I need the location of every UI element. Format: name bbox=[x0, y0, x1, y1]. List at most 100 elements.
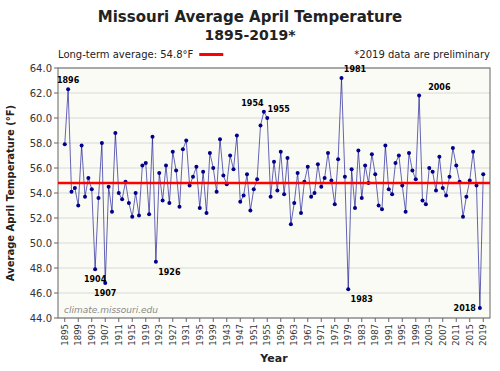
x-tick bbox=[375, 318, 376, 322]
data-point bbox=[259, 124, 263, 128]
x-tick bbox=[105, 318, 106, 322]
x-tick bbox=[483, 318, 484, 322]
data-point bbox=[346, 287, 350, 291]
x-tick bbox=[348, 318, 349, 322]
x-tick bbox=[118, 318, 119, 322]
annotation: 1955 bbox=[268, 105, 291, 114]
data-point bbox=[296, 171, 300, 175]
x-tick bbox=[145, 318, 146, 322]
x-tick-label: 1991 bbox=[384, 324, 394, 346]
data-point bbox=[238, 200, 242, 204]
data-point bbox=[286, 156, 290, 160]
y-tick-label: 46.0 bbox=[30, 288, 52, 299]
x-tick bbox=[199, 318, 200, 322]
data-point bbox=[218, 137, 222, 141]
data-point bbox=[289, 222, 293, 226]
annotation: 1907 bbox=[94, 289, 116, 298]
data-point bbox=[73, 186, 77, 190]
x-tick bbox=[334, 318, 335, 322]
data-point bbox=[174, 169, 178, 173]
data-point bbox=[110, 210, 114, 214]
data-point bbox=[235, 134, 239, 138]
data-point bbox=[248, 209, 252, 213]
data-point bbox=[83, 195, 87, 199]
data-point bbox=[181, 147, 185, 151]
x-tick bbox=[456, 318, 457, 322]
x-tick-label: 1903 bbox=[87, 324, 97, 346]
annotation: 1904 bbox=[84, 275, 107, 284]
data-point bbox=[313, 191, 317, 195]
plot-frame bbox=[58, 68, 490, 318]
x-tick-label: 1971 bbox=[316, 324, 326, 346]
data-point bbox=[373, 172, 377, 176]
data-point bbox=[279, 150, 283, 154]
y-tick-label: 48.0 bbox=[30, 263, 52, 274]
data-point bbox=[424, 202, 428, 206]
data-point bbox=[292, 201, 296, 205]
data-point bbox=[262, 110, 266, 114]
x-tick-label: 1939 bbox=[208, 324, 218, 346]
data-group bbox=[58, 76, 490, 310]
y-axis-label: Average April Temperature (°F) bbox=[5, 105, 16, 281]
data-point bbox=[164, 164, 168, 168]
x-tick-label: 1943 bbox=[222, 324, 232, 346]
grid-line bbox=[58, 168, 490, 169]
x-tick bbox=[280, 318, 281, 322]
x-tick-label: 1967 bbox=[303, 324, 313, 346]
x-tick-label: 1955 bbox=[262, 324, 272, 346]
x-tick-label: 2003 bbox=[424, 324, 434, 346]
data-point bbox=[454, 164, 458, 168]
data-point bbox=[404, 210, 408, 214]
annotation: 1896 bbox=[57, 76, 80, 85]
data-point bbox=[198, 206, 202, 210]
data-point bbox=[340, 76, 344, 80]
data-point bbox=[309, 195, 313, 199]
reference-line bbox=[58, 182, 490, 185]
y-tick bbox=[54, 143, 58, 144]
x-tick-label: 2019 bbox=[478, 324, 488, 346]
x-tick-label: 1983 bbox=[357, 324, 367, 346]
y-tick-label: 58.0 bbox=[30, 138, 52, 149]
data-point bbox=[167, 201, 171, 205]
data-point bbox=[394, 161, 398, 165]
data-point bbox=[113, 131, 117, 135]
x-tick-label: 1915 bbox=[127, 324, 137, 346]
data-point bbox=[147, 212, 151, 216]
data-point bbox=[208, 151, 212, 155]
data-point bbox=[326, 151, 330, 155]
data-point bbox=[107, 185, 111, 189]
data-point bbox=[232, 167, 236, 171]
x-axis-label: Year bbox=[259, 352, 288, 365]
data-point bbox=[444, 194, 448, 198]
data-point bbox=[319, 185, 323, 189]
x-tick-label: 1935 bbox=[195, 324, 205, 346]
x-tick-label: 1979 bbox=[343, 324, 353, 346]
data-point bbox=[255, 177, 259, 181]
x-tick-label: 1947 bbox=[235, 324, 245, 346]
data-point bbox=[120, 197, 124, 201]
x-tick bbox=[240, 318, 241, 322]
x-tick-label: 1999 bbox=[411, 324, 421, 346]
data-point bbox=[157, 171, 161, 175]
x-tick bbox=[321, 318, 322, 322]
data-point bbox=[410, 169, 414, 173]
data-point bbox=[93, 267, 97, 271]
subtitle: 1895-2019* bbox=[204, 27, 296, 43]
x-tick-label: 1911 bbox=[114, 324, 124, 346]
data-point bbox=[441, 186, 445, 190]
data-point bbox=[306, 165, 310, 169]
data-point bbox=[140, 164, 144, 168]
data-point bbox=[184, 139, 188, 143]
data-point bbox=[228, 154, 232, 158]
data-point bbox=[461, 215, 465, 219]
x-tick-label: 2015 bbox=[465, 324, 475, 346]
credit: climate.missouri.edu bbox=[64, 305, 158, 315]
y-tick-label: 50.0 bbox=[30, 238, 52, 249]
data-point bbox=[282, 192, 286, 196]
y-tick-label: 60.0 bbox=[30, 113, 52, 124]
y-tick bbox=[54, 168, 58, 169]
data-point bbox=[63, 142, 67, 146]
data-point bbox=[265, 116, 269, 120]
data-point bbox=[221, 174, 225, 178]
y-tick bbox=[54, 93, 58, 94]
